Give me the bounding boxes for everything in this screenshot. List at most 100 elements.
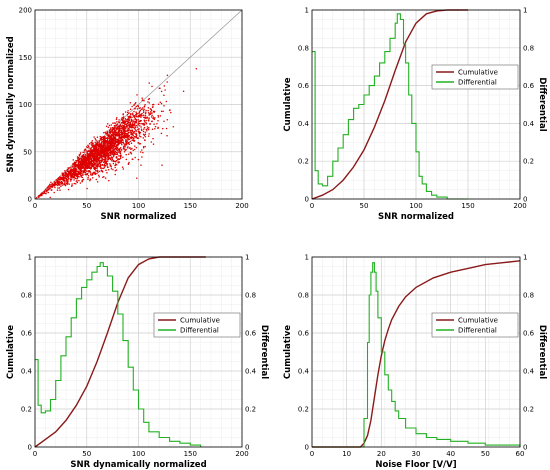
scatter-point — [111, 153, 113, 156]
scatter-point — [92, 163, 95, 165]
scatter-point — [78, 157, 81, 160]
scatter-point — [78, 159, 80, 162]
scatter-point — [59, 176, 61, 178]
scatter-point — [112, 135, 115, 138]
scatter-point — [92, 148, 94, 151]
scatter-point — [132, 158, 134, 161]
scatter-point — [90, 151, 92, 154]
scatter-point — [106, 165, 108, 167]
scatter-point — [152, 103, 155, 106]
scatter-point — [165, 127, 168, 130]
scatter-point — [135, 121, 137, 124]
scatter-point — [110, 127, 112, 129]
scatter-point — [124, 149, 126, 152]
scatter-point — [91, 139, 94, 142]
scatter-point — [81, 159, 84, 162]
scatter-point — [144, 135, 147, 138]
scatter-point — [153, 123, 155, 125]
scatter-point — [142, 151, 144, 154]
scatter-point — [100, 143, 102, 145]
scatter-point — [117, 151, 120, 153]
scatter-point — [122, 146, 125, 148]
scatter-point — [133, 136, 135, 138]
scatter-point — [97, 159, 100, 161]
y-tick-label: 0 — [28, 444, 32, 452]
scatter-point — [122, 113, 124, 115]
scatter-point — [96, 154, 98, 156]
scatter-point — [76, 181, 79, 184]
scatter-point — [99, 166, 102, 169]
y2-tick-label: 0.2 — [523, 158, 534, 166]
scatter-point — [108, 134, 111, 136]
scatter-point — [79, 169, 81, 172]
y-tick-label: 50 — [23, 148, 32, 156]
series-line-differential — [35, 262, 202, 447]
scatter-point — [98, 141, 101, 143]
x-tick-label: 30 — [412, 450, 421, 458]
scatter-point — [64, 170, 66, 172]
scatter-point — [88, 143, 91, 145]
scatter-point — [131, 129, 134, 131]
scatter-point — [161, 127, 164, 130]
scatter-point — [135, 112, 138, 115]
x-tick-label: 50 — [481, 450, 490, 458]
scatter-point — [115, 139, 117, 141]
scatter-point — [124, 132, 127, 135]
y-tick-label: 200 — [19, 7, 32, 15]
scatter-point — [105, 137, 107, 140]
scatter-point — [77, 163, 80, 165]
scatter-point — [94, 167, 96, 169]
scatter-point — [138, 115, 141, 118]
scatter-point — [150, 120, 153, 123]
scatter-point — [56, 179, 58, 181]
scatter-point — [109, 154, 112, 157]
scatter-point — [145, 116, 147, 119]
x-axis-title: SNR dynamically normalized — [70, 460, 206, 470]
scatter-point — [137, 142, 139, 144]
scatter-point — [154, 128, 156, 130]
x-tick-label: 150 — [461, 202, 474, 210]
scatter-point — [145, 121, 147, 124]
y-tick-label: 0.6 — [21, 330, 33, 338]
scatter-point — [64, 182, 66, 184]
scatter-point — [148, 120, 150, 122]
scatter-point — [136, 108, 139, 110]
scatter-point — [134, 145, 136, 147]
scatter-point — [117, 125, 119, 127]
scatter-point — [92, 143, 94, 146]
scatter-point — [104, 151, 106, 154]
x-tick-label: 100 — [132, 202, 145, 210]
scatter-point — [134, 118, 136, 121]
scatter-point — [86, 167, 89, 170]
scatter-point — [126, 119, 129, 121]
scatter-point — [109, 128, 112, 130]
scatter-point — [150, 112, 152, 114]
scatter-point — [147, 128, 150, 131]
scatter-point — [108, 154, 110, 157]
scatter-point — [91, 165, 94, 168]
scatter-point — [121, 129, 123, 131]
scatter-point — [153, 117, 155, 120]
scatter-point — [111, 158, 114, 160]
scatter-point — [101, 167, 103, 169]
scatter-point — [60, 185, 62, 188]
scatter-point — [160, 102, 163, 105]
scatter-point — [118, 161, 121, 163]
scatter-point — [143, 105, 146, 107]
scatter-point — [137, 158, 140, 161]
scatter-point — [98, 144, 100, 146]
scatter-point — [120, 127, 123, 130]
series-line-differential — [312, 13, 468, 200]
scatter-point — [113, 122, 116, 124]
scatter-point — [106, 123, 109, 125]
scatter-point — [105, 150, 108, 153]
scatter-point — [82, 151, 84, 154]
scatter-point — [54, 181, 57, 184]
scatter-point — [128, 112, 130, 115]
scatter-point — [69, 174, 71, 177]
scatter-point — [130, 118, 133, 121]
scatter-point — [99, 135, 102, 138]
scatter-point — [57, 178, 59, 180]
scatter-point — [96, 181, 99, 183]
scatter-point — [119, 152, 122, 155]
